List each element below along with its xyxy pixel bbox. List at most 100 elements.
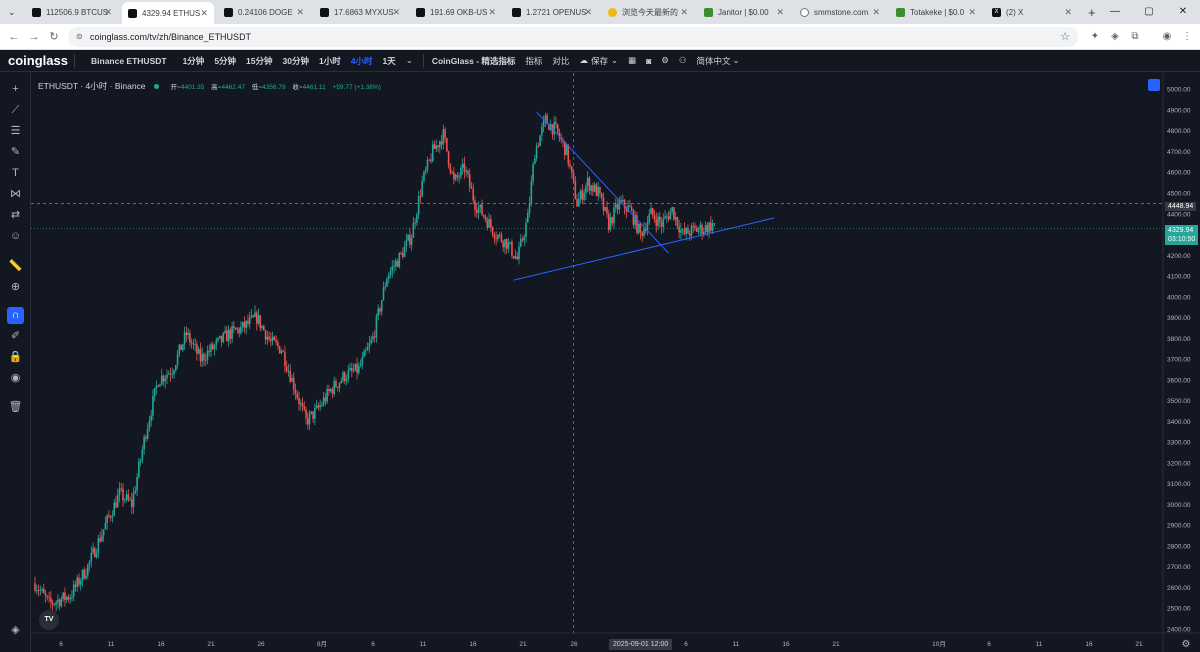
browser-tab[interactable]: 浏览今天最新的 ✕ bbox=[602, 2, 694, 22]
gear-icon[interactable]: ⚙ bbox=[661, 55, 669, 65]
tab-close-icon[interactable]: ✕ bbox=[104, 6, 112, 17]
new-tab-button[interactable]: + bbox=[1088, 4, 1096, 20]
timeframe-button[interactable]: 15分钟 bbox=[246, 55, 273, 66]
chevron-down-icon[interactable]: ⌄ bbox=[610, 55, 619, 65]
text-tool-icon[interactable]: T bbox=[12, 167, 19, 179]
chevron-down-icon[interactable]: ⌄ bbox=[405, 55, 413, 65]
more-menu-icon[interactable]: ⋮ bbox=[1182, 31, 1192, 42]
magnet-icon[interactable]: ∩ bbox=[7, 307, 24, 324]
open-value: =4401.35 bbox=[177, 84, 205, 91]
candle-body bbox=[475, 210, 478, 213]
chart-canvas[interactable]: 5000.00 4900.00 4800.00 4700.00 4600.00 4500.… bbox=[31, 73, 1200, 652]
horizontal-lines-icon[interactable]: ☰ bbox=[10, 125, 21, 137]
minimize-icon[interactable]: — bbox=[1110, 6, 1120, 17]
eye-icon[interactable]: ◉ bbox=[10, 372, 21, 384]
timeframe-button[interactable]: 1分钟 bbox=[182, 55, 205, 66]
ruler-icon[interactable]: 📏 bbox=[8, 260, 23, 272]
profile-avatar-icon[interactable]: ◉ bbox=[1162, 31, 1172, 42]
candle-body bbox=[650, 208, 652, 215]
coinglass-logo[interactable]: coinglass bbox=[8, 53, 68, 68]
save-button[interactable]: 保存 bbox=[590, 55, 608, 66]
extensions-puzzle-icon[interactable]: ⧉ bbox=[1131, 31, 1139, 42]
browser-tab[interactable]: 0.24106 DOGE ✕ bbox=[218, 2, 310, 22]
symbol-selector[interactable]: Binance ETHUSDT bbox=[91, 55, 167, 66]
candle-body bbox=[611, 217, 614, 224]
browser-tab[interactable]: 1.2721 OPENUS ✕ bbox=[506, 2, 598, 22]
timeframe-button[interactable]: 4小时 bbox=[350, 55, 373, 66]
lock-drawing-icon[interactable]: ✐ bbox=[10, 330, 21, 342]
tab-close-icon[interactable]: ✕ bbox=[584, 6, 592, 17]
tab-close-icon[interactable]: ✕ bbox=[296, 6, 304, 17]
timeframe-button[interactable]: 1小时 bbox=[318, 55, 341, 66]
reload-icon[interactable]: ↻ bbox=[49, 31, 59, 43]
back-icon[interactable]: ← bbox=[8, 31, 20, 43]
x-tick-label: 16 bbox=[782, 641, 790, 648]
tab-close-icon[interactable]: ✕ bbox=[200, 7, 208, 18]
browser-tab[interactable]: 17.6863 MYXUS ✕ bbox=[314, 2, 406, 22]
tab-close-icon[interactable]: ✕ bbox=[776, 6, 784, 17]
zoom-in-icon[interactable]: ⊕ bbox=[10, 281, 21, 293]
candle-body bbox=[629, 205, 631, 208]
price-chart[interactable]: 5000.00 4900.00 4800.00 4700.00 4600.00 4500.… bbox=[31, 73, 1200, 652]
maximize-icon[interactable]: ▢ bbox=[1144, 6, 1154, 17]
chevron-down-icon[interactable]: ⌄ bbox=[732, 55, 740, 65]
browser-tab[interactable]: smmstone.com ✕ bbox=[794, 2, 886, 22]
trendline-tool-icon[interactable]: ⟋ bbox=[11, 104, 20, 116]
candle-body bbox=[391, 266, 394, 271]
bookmark-star-icon[interactable]: ☆ bbox=[1060, 31, 1070, 43]
y-tick-label: 3300.00 bbox=[1167, 440, 1191, 447]
browser-tab[interactable]: 112506.9 BTCUS ✕ bbox=[26, 2, 118, 22]
site-info-icon[interactable]: ⊜ bbox=[76, 32, 83, 41]
x-tick-label: 16 bbox=[1085, 641, 1093, 648]
forecast-tool-icon[interactable]: ⇄ bbox=[10, 209, 21, 221]
browser-tab[interactable]: Totakeke | $0.0 ✕ bbox=[890, 2, 982, 22]
tradingview-icon bbox=[128, 8, 137, 18]
tradingview-logo[interactable]: TV bbox=[39, 610, 59, 630]
crosshair-icon[interactable]: + bbox=[12, 83, 19, 95]
layout-grid-icon[interactable]: ▦ bbox=[628, 55, 637, 65]
extension-icon[interactable]: ✦ bbox=[1090, 31, 1100, 42]
indicators-button[interactable]: 指标 bbox=[525, 55, 543, 66]
layers-icon[interactable]: ◈ bbox=[11, 624, 20, 636]
tradingview-icon bbox=[224, 7, 233, 17]
tab-close-icon[interactable]: ✕ bbox=[968, 6, 976, 17]
compare-button[interactable]: 对比 bbox=[552, 55, 570, 66]
user-icon[interactable]: ⚇ bbox=[678, 55, 687, 65]
camera-icon[interactable]: ◙ bbox=[646, 55, 652, 66]
tab-close-icon[interactable]: ✕ bbox=[872, 6, 880, 17]
url-input[interactable]: ⊜ coinglass.com/tv/zh/Binance_ETHUSDT ☆ bbox=[68, 27, 1078, 47]
trash-icon[interactable]: 🗑 bbox=[8, 401, 23, 413]
language-select[interactable]: 简体中文 bbox=[696, 55, 731, 66]
sync-icon[interactable] bbox=[1148, 79, 1160, 91]
chevron-down-icon[interactable]: ⌄ bbox=[8, 6, 16, 17]
tab-close-icon[interactable]: ✕ bbox=[488, 6, 496, 17]
timeframe-button[interactable]: 5分钟 bbox=[214, 55, 237, 66]
candle-body bbox=[444, 129, 446, 138]
timeframe-button[interactable]: 1天 bbox=[382, 55, 396, 66]
cloud-icon[interactable]: ☁ bbox=[579, 55, 588, 65]
emoji-icon[interactable]: ☺ bbox=[9, 230, 22, 242]
candle-body bbox=[366, 347, 369, 351]
browser-tab[interactable]: X (2) X ✕ bbox=[986, 2, 1078, 22]
extension-icon[interactable]: ◈ bbox=[1111, 31, 1119, 42]
candle-body bbox=[556, 124, 559, 133]
y-tick-label: 4900.00 bbox=[1167, 107, 1191, 114]
tab-close-icon[interactable]: ✕ bbox=[1064, 6, 1072, 17]
candle-body bbox=[569, 164, 571, 167]
browser-tab[interactable]: 191.69 OKB-US ✕ bbox=[410, 2, 502, 22]
divider bbox=[422, 53, 424, 68]
indicators-brand-button[interactable]: CoinGlass - 精选指标 bbox=[431, 55, 516, 66]
tab-close-icon[interactable]: ✕ bbox=[392, 6, 400, 17]
forward-icon[interactable]: → bbox=[28, 31, 40, 43]
browser-tab[interactable]: 4329.94 ETHUS ✕ bbox=[122, 2, 214, 24]
lock-icon[interactable]: 🔒 bbox=[8, 351, 23, 363]
axis-settings-icon[interactable]: ⚙ bbox=[1181, 639, 1191, 650]
timeframe-button[interactable]: 30分钟 bbox=[282, 55, 309, 66]
browser-tab[interactable]: Janitor | $0.00 ✕ bbox=[698, 2, 790, 22]
high-value: =4462.47 bbox=[217, 84, 245, 91]
brush-icon[interactable]: ✎ bbox=[10, 146, 21, 158]
tab-strip-menu[interactable]: ⌄ bbox=[2, 2, 22, 22]
pattern-tool-icon[interactable]: ⋈ bbox=[10, 188, 21, 200]
tab-close-icon[interactable]: ✕ bbox=[680, 6, 688, 17]
close-icon[interactable]: ✕ bbox=[1178, 6, 1188, 17]
